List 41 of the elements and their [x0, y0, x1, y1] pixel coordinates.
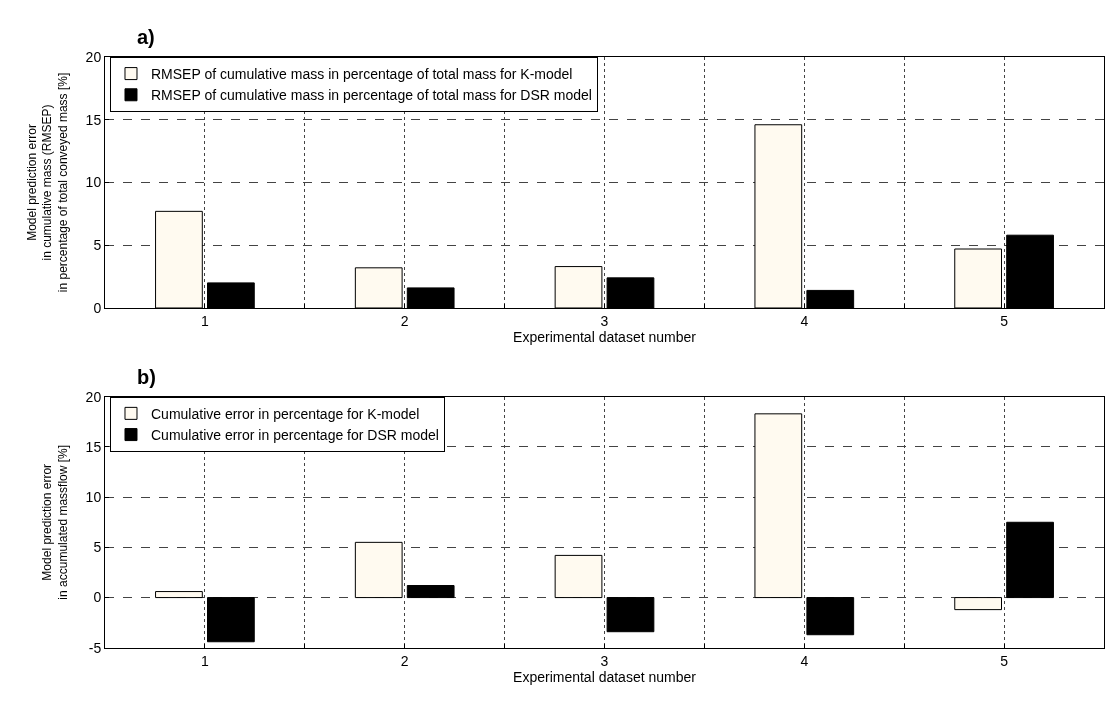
bar — [354, 541, 403, 599]
x-tick-label: 3 — [600, 652, 609, 669]
legend-label: Cumulative error in percentage for DSR model — [150, 427, 439, 444]
bar — [207, 597, 255, 643]
x-tick-label: 3 — [600, 312, 609, 329]
y-tick-label: 20 — [85, 48, 102, 65]
bar — [606, 597, 655, 633]
x-tick-label: 4 — [800, 652, 809, 669]
y-tick-label: 15 — [85, 438, 102, 455]
bar — [806, 597, 855, 636]
bar — [554, 554, 603, 599]
bar — [1006, 521, 1054, 599]
bar — [155, 591, 203, 599]
y-tick-label: 20 — [85, 388, 102, 405]
y-tick-label: 5 — [93, 237, 102, 254]
x-tick-label: 5 — [1000, 312, 1009, 329]
x-tick-label: 2 — [400, 312, 409, 329]
legend-label: RMSEP of cumulative mass in percentage of total mass for DSR model — [150, 87, 592, 104]
bar — [406, 585, 455, 599]
x-tick-label: 4 — [800, 312, 809, 329]
bar — [754, 413, 803, 599]
y-tick-label: 10 — [85, 489, 102, 506]
x-tick-label: 2 — [400, 652, 409, 669]
x-tick-label: 1 — [201, 652, 209, 669]
bar — [954, 597, 1002, 611]
y-tick-label: 15 — [85, 111, 102, 128]
y-axis-title: Model prediction error in accumulated massflow [%] — [40, 444, 70, 600]
y-tick-label: 10 — [85, 174, 102, 191]
x-axis-title: Experimental dataset number — [513, 668, 697, 685]
y-axis-title: Model prediction error in cumulative mass (RMSEP) in percentage of total conveyed mass [%] — [24, 72, 70, 293]
x-axis-title: Experimental dataset number — [513, 328, 697, 345]
chart-title: b) — [137, 366, 156, 388]
y-tick-label: 0 — [93, 299, 102, 316]
x-tick-label: 5 — [1000, 652, 1009, 669]
x-tick-label: 1 — [201, 312, 209, 329]
legend-label: Cumulative error in percentage for K-model — [150, 405, 420, 422]
legend-label: RMSEP of cumulative mass in percentage of total mass for K-model — [150, 66, 573, 83]
chart-title: a) — [137, 26, 155, 48]
y-tick-label: 5 — [93, 539, 102, 556]
y-tick-label: -5 — [88, 639, 102, 656]
y-tick-label: 0 — [93, 589, 102, 606]
